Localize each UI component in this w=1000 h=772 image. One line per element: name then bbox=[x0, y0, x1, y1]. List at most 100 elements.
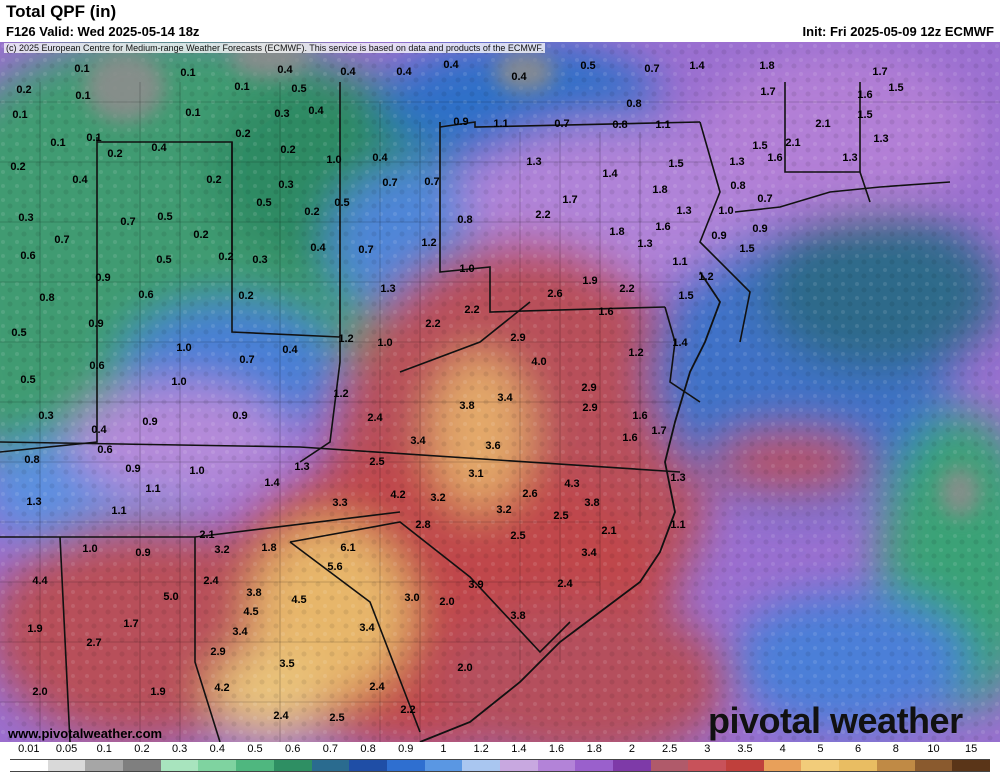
qpf-value-label: 1.0 bbox=[171, 376, 187, 388]
qpf-value-label: 1.5 bbox=[668, 158, 684, 170]
qpf-value-label: 3.8 bbox=[459, 400, 475, 412]
qpf-value-label: 1.3 bbox=[670, 472, 686, 484]
qpf-value-label: 1.3 bbox=[842, 152, 858, 164]
website-link[interactable]: www.pivotalweather.com bbox=[8, 726, 163, 741]
legend-swatch bbox=[839, 760, 877, 771]
qpf-value-label: 2.6 bbox=[522, 488, 538, 500]
qpf-value-label: 0.2 bbox=[206, 174, 222, 186]
qpf-value-label: 1.9 bbox=[27, 623, 43, 635]
qpf-value-label: 5.0 bbox=[163, 591, 179, 603]
legend-tick-label: 0.6 bbox=[285, 743, 301, 755]
qpf-value-label: 0.4 bbox=[277, 64, 293, 76]
qpf-value-label: 0.8 bbox=[24, 454, 40, 466]
qpf-value-label: 3.8 bbox=[246, 587, 262, 599]
qpf-value-label: 0.5 bbox=[156, 254, 172, 266]
header: Total QPF (in) F126 Valid: Wed 2025-05-1… bbox=[0, 0, 1000, 42]
legend-swatch bbox=[914, 760, 953, 771]
qpf-value-label: 0.5 bbox=[11, 327, 27, 339]
qpf-value-label: 1.3 bbox=[526, 156, 542, 168]
qpf-value-label: 1.1 bbox=[111, 505, 127, 517]
qpf-value-label: 0.6 bbox=[20, 250, 36, 262]
qpf-value-label: 1.1 bbox=[145, 483, 161, 495]
init-time: Init: Fri 2025-05-09 12z ECMWF bbox=[802, 24, 994, 39]
qpf-value-label: 1.3 bbox=[873, 133, 889, 145]
qpf-value-label: 0.7 bbox=[54, 234, 70, 246]
qpf-value-label: 0.6 bbox=[97, 444, 113, 456]
qpf-value-label: 0.9 bbox=[711, 230, 727, 242]
qpf-value-label: 0.8 bbox=[39, 292, 55, 304]
qpf-value-label: 1.7 bbox=[651, 425, 667, 437]
legend-swatch bbox=[726, 760, 764, 771]
qpf-value-label: 2.2 bbox=[400, 704, 416, 716]
qpf-value-label: 0.7 bbox=[382, 177, 398, 189]
qpf-value-label: 4.0 bbox=[531, 356, 547, 368]
legend-tick-label: 5 bbox=[817, 743, 824, 755]
qpf-value-label: 2.1 bbox=[815, 118, 831, 130]
qpf-value-label: 5.6 bbox=[327, 561, 343, 573]
qpf-value-label: 0.9 bbox=[453, 116, 469, 128]
qpf-value-label: 2.9 bbox=[510, 332, 526, 344]
qpf-value-label: 1.3 bbox=[380, 283, 396, 295]
qpf-value-label: 1.0 bbox=[176, 342, 192, 354]
qpf-value-label: 0.8 bbox=[626, 98, 642, 110]
legend-swatch bbox=[801, 760, 840, 771]
qpf-value-label: 4.2 bbox=[214, 682, 230, 694]
legend-swatch bbox=[198, 760, 237, 771]
qpf-value-label: 2.1 bbox=[601, 525, 617, 537]
qpf-value-label: 0.4 bbox=[72, 174, 88, 186]
qpf-value-label: 3.4 bbox=[581, 547, 597, 559]
qpf-value-label: 0.4 bbox=[91, 424, 107, 436]
legend-swatch bbox=[499, 760, 538, 771]
legend-swatch bbox=[763, 760, 802, 771]
qpf-value-label: 1.8 bbox=[652, 184, 668, 196]
legend-swatch bbox=[123, 760, 161, 771]
qpf-value-label: 0.3 bbox=[38, 410, 54, 422]
qpf-value-label: 1.9 bbox=[150, 686, 166, 698]
qpf-value-label: 0.8 bbox=[457, 214, 473, 226]
qpf-value-label: 4.5 bbox=[243, 606, 259, 618]
qpf-value-label: 2.1 bbox=[785, 137, 801, 149]
qpf-value-label: 1.8 bbox=[609, 226, 625, 238]
legend-tick-label: 2 bbox=[628, 743, 635, 755]
qpf-value-label: 1.2 bbox=[421, 237, 437, 249]
qpf-value-label: 1.3 bbox=[26, 496, 42, 508]
qpf-value-label: 1.6 bbox=[622, 432, 638, 444]
qpf-value-label: 3.0 bbox=[404, 592, 420, 604]
qpf-value-label: 0.9 bbox=[125, 463, 141, 475]
legend-tick-label: 0.8 bbox=[360, 743, 376, 755]
qpf-value-label: 0.4 bbox=[308, 105, 324, 117]
legend-tick-label: 0.4 bbox=[209, 743, 225, 755]
qpf-value-label: 1.7 bbox=[760, 86, 776, 98]
qpf-value-label: 1.4 bbox=[689, 60, 705, 72]
legend-tick-label: 1.4 bbox=[511, 743, 527, 755]
qpf-value-label: 2.2 bbox=[535, 209, 551, 221]
qpf-value-label: 2.0 bbox=[457, 662, 473, 674]
qpf-value-label: 1.6 bbox=[767, 152, 783, 164]
qpf-value-label: 0.6 bbox=[89, 360, 105, 372]
qpf-value-label: 0.2 bbox=[238, 290, 254, 302]
qpf-value-label: 1.3 bbox=[676, 205, 692, 217]
texture-overlay bbox=[0, 42, 1000, 742]
qpf-value-label: 4.5 bbox=[291, 594, 307, 606]
pivotal-weather-logo: pivotal weather bbox=[708, 700, 963, 741]
qpf-value-label: 0.2 bbox=[280, 144, 296, 156]
legend-swatch bbox=[424, 760, 463, 771]
qpf-value-label: 1.1 bbox=[655, 119, 671, 131]
qpf-value-label: 2.4 bbox=[203, 575, 219, 587]
qpf-value-label: 0.7 bbox=[644, 63, 660, 75]
qpf-value-label: 2.1 bbox=[199, 529, 215, 541]
qpf-value-label: 0.1 bbox=[75, 90, 91, 102]
legend-swatch bbox=[537, 760, 576, 771]
qpf-value-label: 3.4 bbox=[497, 392, 513, 404]
northeast-coastline bbox=[734, 181, 951, 213]
legend-swatch bbox=[688, 760, 727, 771]
qpf-value-label: 2.4 bbox=[273, 710, 289, 722]
qpf-value-label: 0.4 bbox=[396, 66, 412, 78]
qpf-value-label: 0.1 bbox=[234, 81, 250, 93]
qpf-value-label: 0.8 bbox=[730, 180, 746, 192]
qpf-value-label: 0.2 bbox=[235, 128, 251, 140]
qpf-value-label: 0.9 bbox=[95, 272, 111, 284]
qpf-value-label: 0.1 bbox=[74, 63, 90, 75]
qpf-value-label: 1.0 bbox=[82, 543, 98, 555]
qpf-value-label: 0.9 bbox=[232, 410, 248, 422]
